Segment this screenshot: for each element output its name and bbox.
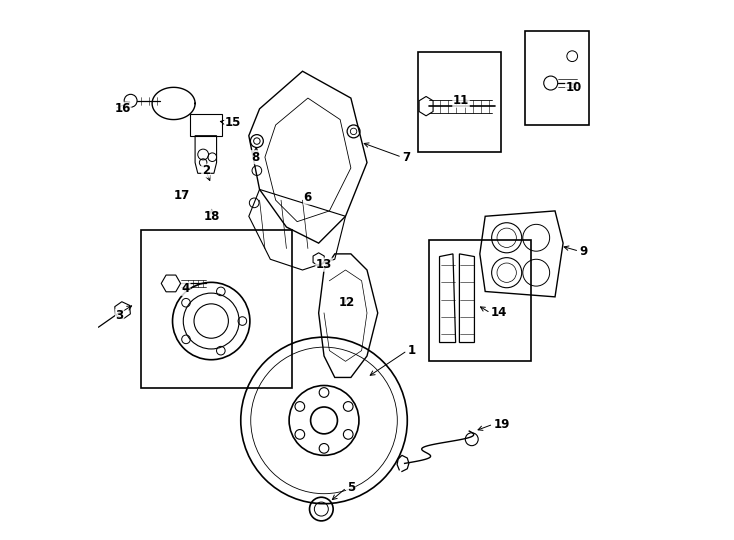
Text: 1: 1 [407,344,415,357]
Text: 17: 17 [173,190,190,202]
Text: 7: 7 [402,151,410,164]
Text: 5: 5 [346,481,355,494]
Text: 14: 14 [490,307,507,320]
Text: 13: 13 [316,258,333,271]
Bar [526,31,589,125]
Bar [429,240,531,361]
Text: 3: 3 [115,309,124,322]
Text: 16: 16 [115,103,131,116]
Text: 2: 2 [202,164,210,177]
Text: 9: 9 [579,245,587,258]
Text: 12: 12 [339,296,355,309]
Text: 6: 6 [304,191,312,204]
Text: 15: 15 [225,116,241,129]
Text: 19: 19 [493,417,509,431]
Bar [418,52,501,152]
Text: 10: 10 [566,81,582,94]
Text: 11: 11 [453,94,469,107]
Text: 18: 18 [204,210,220,223]
Text: 4: 4 [181,282,190,295]
Bar [142,230,292,388]
Text: 8: 8 [251,151,259,164]
